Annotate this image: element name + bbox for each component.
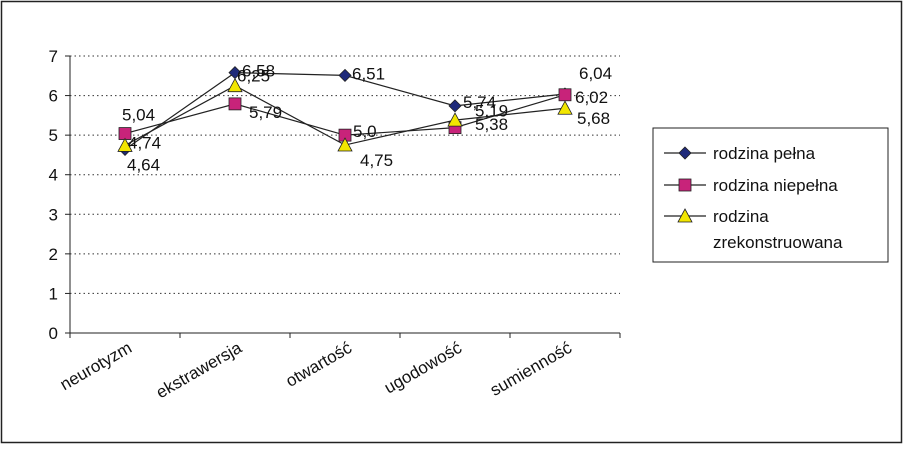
data-point-triangle [447, 112, 463, 127]
data-label: 5,04 [122, 106, 155, 125]
legend-label: rodzina [713, 207, 769, 226]
legend: rodzina pełna rodzina niepełna rodzina zrek… [652, 127, 889, 263]
data-label: 6,51 [352, 64, 385, 83]
data-label: 6,02 [575, 88, 608, 107]
data-label: 5,0 [353, 122, 377, 141]
y-tick-label: 3 [49, 205, 58, 224]
data-label: 5,19 [475, 102, 508, 121]
data-label: 5,68 [577, 109, 610, 128]
legend-label: rodzina niepełna [713, 176, 838, 195]
data-label: 6,04 [579, 64, 612, 83]
data-label: 5,38 [475, 115, 508, 134]
data-point-diamond [338, 68, 352, 82]
data-point-triangle [117, 137, 133, 152]
y-tick-labels: 0 1 2 3 4 5 6 7 [49, 47, 58, 343]
data-point-square [228, 97, 242, 111]
series-markers [117, 66, 573, 156]
legend-marker-triangle [677, 208, 693, 223]
data-point-diamond [448, 99, 462, 113]
data-label: 5,79 [249, 103, 282, 122]
data-label: 4,75 [360, 151, 393, 170]
y-tick-label: 4 [49, 166, 58, 185]
legend-item: rodzina zrekonstruowana [664, 207, 843, 252]
y-tick-label: 0 [49, 324, 58, 343]
y-tick-label: 6 [49, 87, 58, 106]
legend-item: rodzina pełna [664, 144, 816, 163]
y-tick-label: 1 [49, 284, 58, 303]
data-point-square [558, 88, 572, 102]
y-tick-label: 7 [49, 47, 58, 66]
legend-marker-square [678, 178, 692, 192]
axes [65, 55, 621, 338]
data-label: 5,74 [463, 93, 496, 112]
data-label: 6,25 [237, 67, 270, 86]
legend-marker-diamond [678, 146, 692, 160]
legend-item: rodzina niepełna [664, 176, 838, 195]
data-point-triangle [557, 100, 573, 115]
legend-label: rodzina pełna [713, 144, 816, 163]
data-label: 6,58 [242, 62, 275, 81]
y-tick-label: 5 [49, 126, 58, 145]
legend-box [652, 127, 889, 263]
legend-label: zrekonstruowana [713, 233, 843, 252]
data-label: 4,74 [128, 133, 161, 152]
data-labels: 4,64 6,58 6,51 5,74 6,04 5,04 5,79 5,0 5,19 6,02 4… [122, 62, 612, 175]
data-label: 4,64 [127, 155, 160, 174]
y-tick-label: 2 [49, 245, 58, 264]
data-point-triangle [227, 77, 243, 93]
data-point-triangle [337, 137, 353, 152]
